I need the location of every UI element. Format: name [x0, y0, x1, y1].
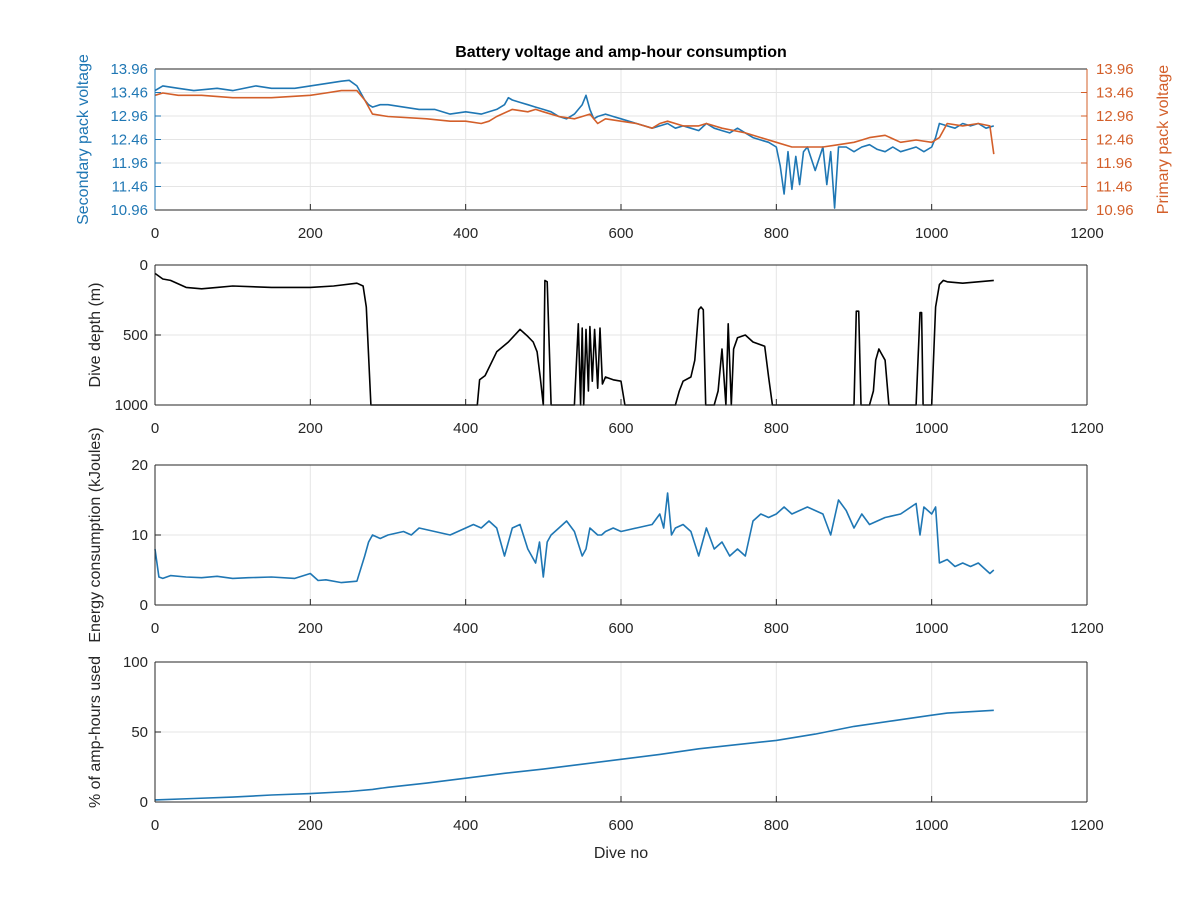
y-tick-label: 10 [131, 527, 148, 544]
y-right-tick-label: 13.46 [1096, 85, 1134, 102]
x-tick-label: 800 [764, 420, 789, 437]
x-tick-label: 1000 [915, 817, 948, 834]
series-line-primary [154, 89, 995, 155]
y-right-tick-label: 11.46 [1096, 179, 1132, 196]
y-axis-label: Energy consumption (kJoules) [87, 427, 104, 642]
y-tick-label: 11.46 [112, 179, 148, 196]
chart-title: Battery voltage and amp-hour consumption [455, 44, 787, 61]
x-tick-label: 200 [298, 620, 323, 637]
x-tick-label: 800 [764, 817, 789, 834]
y-axis-label-left: Secondary pack voltage [75, 54, 92, 225]
y-tick-label: 12.46 [110, 132, 148, 149]
y-tick-label: 13.96 [110, 61, 148, 78]
series-line-secondary [154, 79, 995, 209]
y-axis-label: % of amp-hours used [87, 656, 104, 808]
y-tick-label: 12.96 [110, 108, 148, 125]
x-tick-label: 600 [608, 225, 633, 242]
x-tick-label: 400 [453, 817, 478, 834]
x-tick-label: 200 [298, 420, 323, 437]
y-axis-label-right: Primary pack voltage [1155, 65, 1172, 214]
series-line [154, 709, 994, 801]
y-axis-label: Dive depth (m) [87, 283, 104, 388]
x-tick-label: 800 [764, 225, 789, 242]
y-right-tick-label: 12.96 [1096, 108, 1134, 125]
y-tick-label: 1000 [115, 397, 148, 414]
y-tick-label: 11.96 [112, 155, 148, 172]
x-tick-label: 1200 [1070, 420, 1103, 437]
x-tick-label: 600 [608, 620, 633, 637]
x-tick-label: 800 [764, 620, 789, 637]
y-tick-label: 500 [123, 327, 148, 344]
x-tick-label: 0 [151, 620, 159, 637]
x-tick-label: 1200 [1070, 817, 1103, 834]
x-tick-label: 1200 [1070, 225, 1103, 242]
x-tick-label: 200 [298, 225, 323, 242]
y-tick-label: 50 [131, 724, 148, 741]
y-tick-label: 20 [131, 457, 148, 474]
x-tick-label: 1000 [915, 225, 948, 242]
x-axis-label: Dive no [594, 845, 648, 862]
y-tick-label: 0 [140, 257, 148, 274]
x-tick-label: 400 [453, 620, 478, 637]
chart-panel-1: 0 200 400 600 800 1000 1200 10.96 11.46 11.96 12.4… [75, 44, 1172, 242]
chart-panel-2: 0 200 400 600 800 1000 1200 0 500 1000 Dive depth … [87, 257, 1104, 437]
y-right-tick-label: 12.46 [1096, 132, 1134, 149]
series-line [154, 492, 995, 584]
x-tick-label: 600 [608, 420, 633, 437]
x-tick-label: 200 [298, 817, 323, 834]
x-tick-label: 400 [453, 420, 478, 437]
x-tick-label: 0 [151, 225, 159, 242]
y-tick-label: 0 [140, 597, 148, 614]
x-tick-label: 400 [453, 225, 478, 242]
x-tick-label: 600 [608, 817, 633, 834]
y-right-tick-label: 11.96 [1096, 155, 1132, 172]
chart-panel-3: 0 200 400 600 800 1000 1200 0 10 20 Energy consump… [87, 427, 1104, 642]
x-tick-label: 0 [151, 817, 159, 834]
x-tick-label: 1200 [1070, 620, 1103, 637]
y-tick-label: 100 [123, 654, 148, 671]
y-tick-label: 13.46 [110, 85, 148, 102]
x-tick-label: 0 [151, 420, 159, 437]
x-tick-label: 1000 [915, 420, 948, 437]
y-right-tick-label: 10.96 [1096, 202, 1134, 219]
y-right-tick-label: 13.96 [1096, 61, 1134, 78]
y-tick-label: 0 [140, 794, 148, 811]
y-tick-label: 10.96 [110, 202, 148, 219]
x-tick-label: 1000 [915, 620, 948, 637]
chart-panel-4: 0 200 400 600 800 1000 1200 0 50 100 % of amp-hour… [87, 654, 1104, 862]
